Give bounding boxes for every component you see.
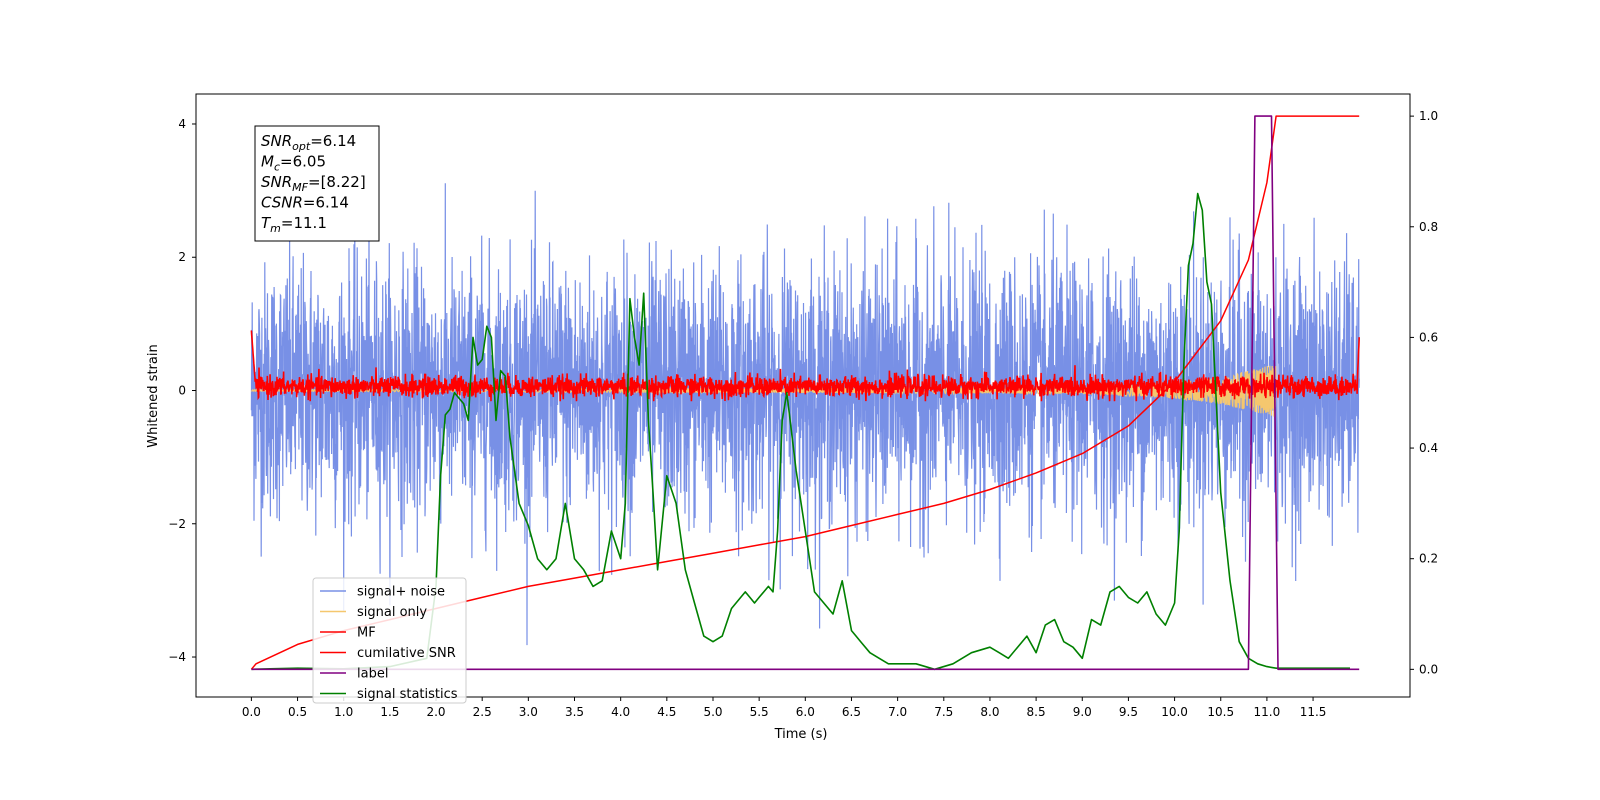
x-tick-label: 4.5 <box>657 705 676 719</box>
x-tick-label: 9.0 <box>1073 705 1092 719</box>
legend-label: signal+ noise <box>357 585 445 600</box>
y-left-tick-label: 2 <box>178 250 186 264</box>
x-tick-label: 8.0 <box>980 705 999 719</box>
x-tick-label: 1.5 <box>380 705 399 719</box>
legend-label: cumilative SNR <box>357 646 456 661</box>
x-tick-label: 8.5 <box>1027 705 1046 719</box>
y-right-tick-label: 0.2 <box>1419 552 1438 566</box>
annotation-line: Mc=6.05 <box>261 153 326 174</box>
x-tick-label: 6.5 <box>842 705 861 719</box>
series-label-line <box>251 115 1360 671</box>
x-tick-label: 7.0 <box>888 705 907 719</box>
annotation-line: SNRopt=6.14 <box>261 132 356 153</box>
y-right-tick-label: 0.0 <box>1419 662 1438 676</box>
series-signal-statistics-line <box>251 192 1350 671</box>
legend-label: MF <box>357 626 376 641</box>
x-tick-label: 0.0 <box>242 705 261 719</box>
y-left-tick-label: 0 <box>178 384 186 398</box>
series-mf-line <box>250 330 1360 402</box>
x-tick-label: 3.0 <box>519 705 538 719</box>
legend: signal+ noise signal only MF cumilative SNR… <box>312 577 467 704</box>
x-axis-ticks: 0.0 0.5 1.0 1.5 2.0 2.5 3.0 3.5 4.0 4.5 5.0 5.5 6.0 6… <box>242 697 1327 719</box>
x-tick-label: 11.5 <box>1300 705 1327 719</box>
legend-label: signal only <box>357 605 427 620</box>
y-left-tick-label: −2 <box>168 517 186 531</box>
x-tick-label: 10.5 <box>1207 705 1234 719</box>
y-right-tick-label: 1.0 <box>1419 109 1438 123</box>
legend-label: label <box>357 667 388 682</box>
x-tick-label: 6.0 <box>796 705 815 719</box>
legend-label: signal statistics <box>357 687 458 702</box>
x-tick-label: 10.0 <box>1161 705 1188 719</box>
x-axis-label: Time (s) <box>774 727 828 742</box>
x-tick-label: 3.5 <box>565 705 584 719</box>
annotation-line: CSNR=6.14 <box>261 194 349 212</box>
x-tick-label: 11.0 <box>1254 705 1281 719</box>
y-right-tick-label: 0.8 <box>1419 220 1438 234</box>
legend-frame <box>312 577 467 704</box>
y-axis-left-ticks: −4 −2 0 2 4 <box>168 117 196 664</box>
y-axis-left-label: Whitened strain <box>146 344 161 447</box>
y-left-tick-label: 4 <box>178 117 186 131</box>
y-right-tick-label: 0.6 <box>1419 330 1438 344</box>
x-tick-label: 9.5 <box>1119 705 1138 719</box>
x-tick-label: 2.0 <box>426 705 445 719</box>
annotation-line: SNRMF=[8.22] <box>261 173 366 194</box>
y-right-tick-label: 0.4 <box>1419 441 1438 455</box>
x-tick-label: 2.5 <box>473 705 492 719</box>
annotation-line: Tm=11.1 <box>261 214 327 235</box>
x-tick-label: 4.0 <box>611 705 630 719</box>
y-left-tick-label: −4 <box>168 650 186 664</box>
x-tick-label: 0.5 <box>288 705 307 719</box>
annotation-box-frame <box>254 125 380 242</box>
x-tick-label: 5.5 <box>750 705 769 719</box>
x-tick-label: 5.0 <box>703 705 722 719</box>
x-tick-label: 7.5 <box>934 705 953 719</box>
x-tick-label: 1.0 <box>334 705 353 719</box>
y-axis-right-ticks: 0.0 0.2 0.4 0.6 0.8 1.0 <box>1410 109 1438 676</box>
plot-area-frame <box>195 93 1411 698</box>
